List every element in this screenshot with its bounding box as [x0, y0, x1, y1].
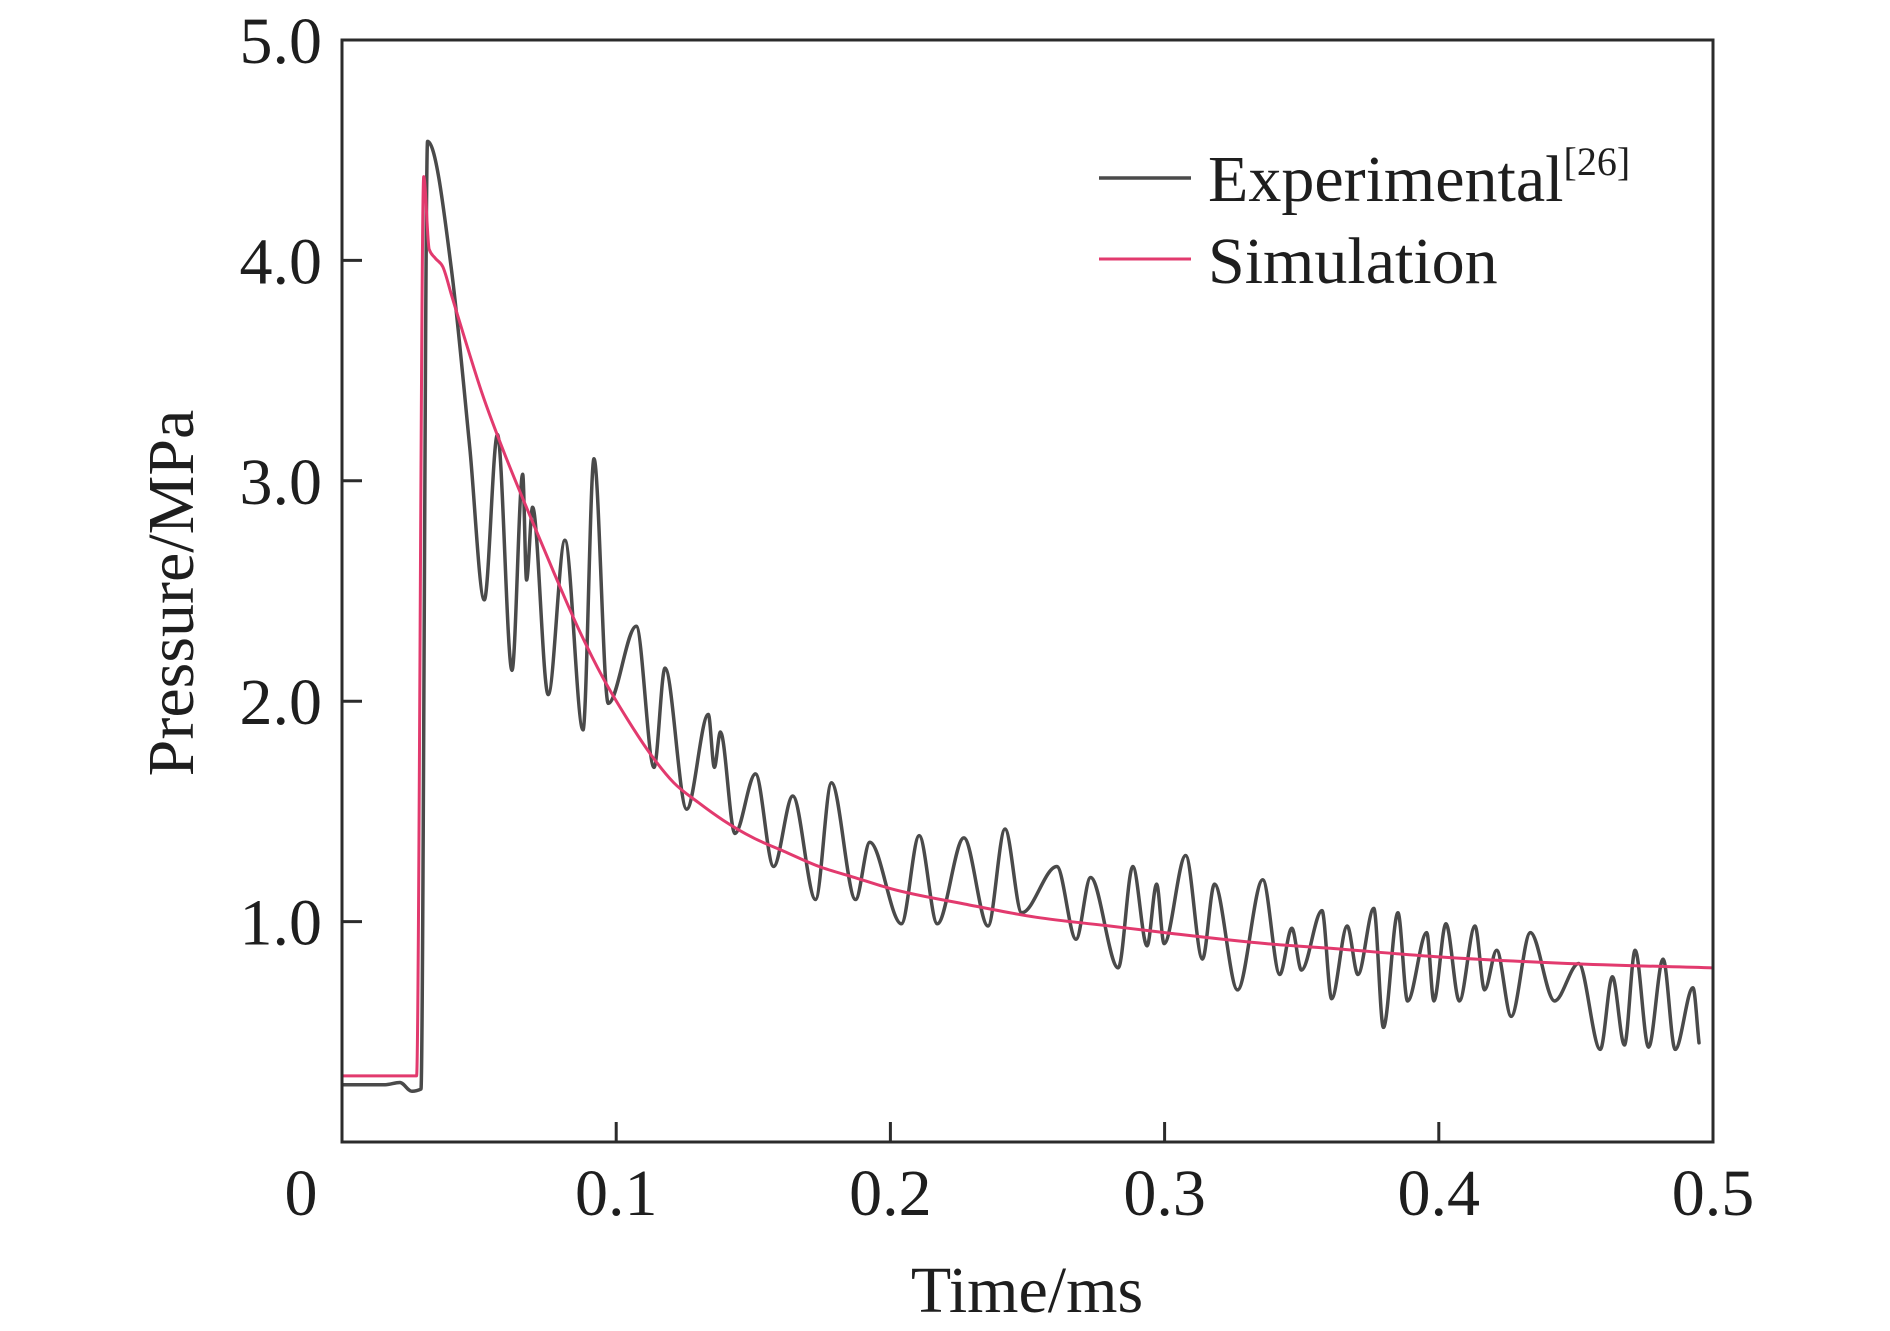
y-tick-label-4: 5.0 [240, 5, 323, 78]
x-tick-label-3: 0.3 [1123, 1157, 1206, 1230]
legend: Experimental[26] Simulation [1099, 139, 1630, 298]
x-axis-label: Time/ms [911, 1254, 1143, 1327]
experimental-series-line [342, 139, 1701, 1094]
x-tick-label-4: 0.4 [1398, 1157, 1481, 1230]
y-axis-label: Pressure/MPa [135, 410, 208, 777]
x-tick-label-2: 0.2 [849, 1157, 932, 1230]
legend-label-experimental: Experimental [1208, 143, 1564, 216]
tick-labels: 0 0.1 0.2 0.3 0.4 0.5 1.0 2.0 3.0 4.0 5.0 [240, 5, 1755, 1230]
x-tick-label-5: 0.5 [1672, 1157, 1755, 1230]
axis-ticks [342, 258, 1441, 1142]
y-tick-label-2: 3.0 [240, 446, 323, 519]
legend-reference-superscript: [26] [1564, 139, 1631, 184]
x-tick-label-0: 0 [285, 1157, 318, 1230]
y-tick-label-1: 2.0 [240, 666, 323, 739]
legend-label-simulation: Simulation [1208, 225, 1498, 298]
y-tick-label-3: 4.0 [240, 225, 323, 298]
x-tick-label-1: 0.1 [575, 1157, 658, 1230]
legend-entry-simulation: Simulation [1208, 225, 1498, 298]
legend-entry-experimental: Experimental[26] [1208, 139, 1630, 216]
simulation-series-line [342, 175, 1713, 1078]
plot-frame [340, 38, 1715, 1144]
series-layer [342, 139, 1713, 1094]
y-tick-label-0: 1.0 [240, 887, 323, 960]
